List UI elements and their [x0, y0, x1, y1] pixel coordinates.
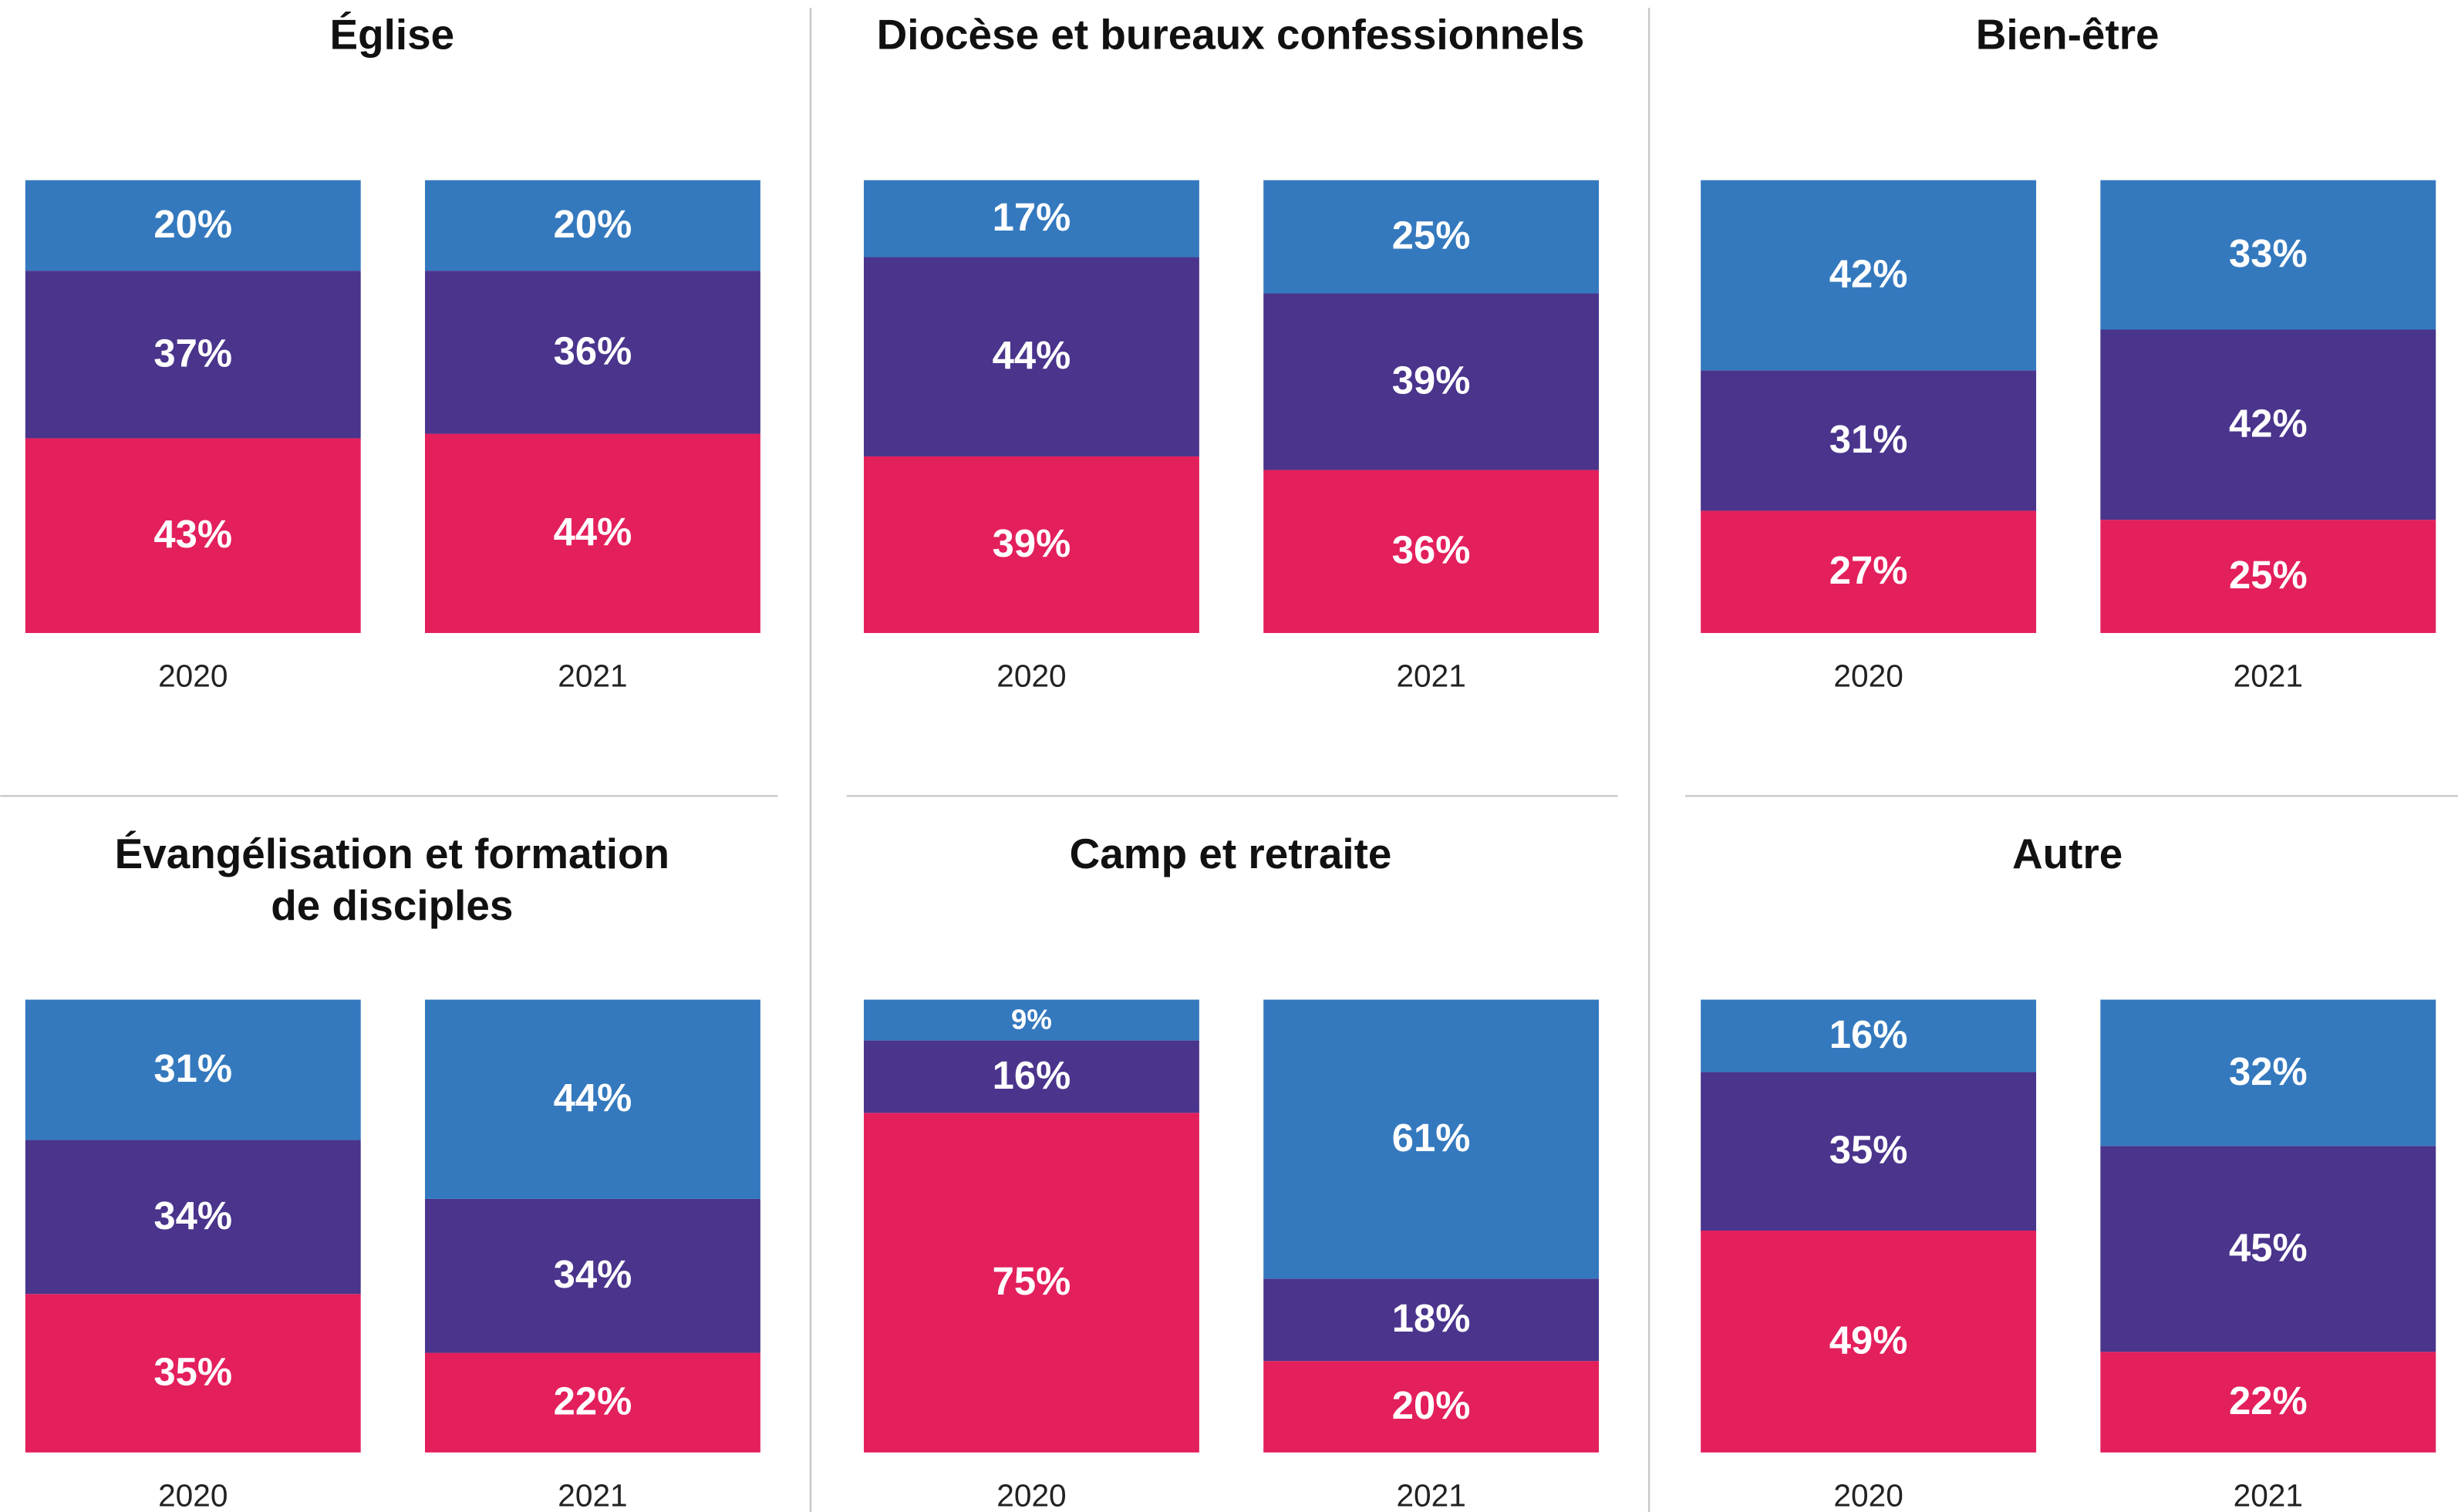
chart-title: Église [330, 10, 455, 58]
bar-segment [864, 456, 1199, 633]
chart-title: Bien-être [1976, 10, 2160, 58]
data-label: 25% [1392, 214, 1471, 258]
bar-segment [1263, 180, 1600, 294]
bar-segment [2100, 999, 2436, 1147]
x-tick-label: 2020 [158, 1477, 228, 1512]
data-label: 17% [993, 195, 1071, 239]
bar-segment [25, 438, 361, 633]
bar-segment [1701, 510, 2037, 633]
data-label: 37% [153, 331, 232, 375]
bar-segment [864, 180, 1199, 258]
data-label: 45% [2229, 1225, 2308, 1269]
x-tick-label: 2021 [1396, 1477, 1465, 1512]
x-tick-label: 2021 [558, 658, 627, 694]
x-tick-label: 2021 [2234, 658, 2303, 694]
bar-segment [864, 1040, 1199, 1113]
bar-segment [425, 999, 760, 1199]
data-label: 35% [1829, 1128, 1908, 1172]
x-tick-label: 2021 [558, 1477, 627, 1512]
x-tick-label: 2020 [996, 658, 1066, 694]
bar-segment [2100, 329, 2436, 520]
x-tick-label: 2021 [1396, 658, 1465, 694]
chart-title: Évangélisation et formation [115, 830, 669, 877]
data-label: 31% [1829, 417, 1908, 461]
bar-segment [2100, 1146, 2436, 1352]
data-label: 35% [153, 1349, 232, 1393]
bar-segment [25, 999, 361, 1140]
bar-segment [1263, 470, 1600, 633]
data-label: 61% [1392, 1116, 1471, 1160]
data-label: 27% [1829, 548, 1908, 592]
data-label: 9% [1011, 1004, 1052, 1036]
data-label: 75% [993, 1259, 1071, 1303]
x-tick-label: 2020 [158, 658, 228, 694]
bar-segment [1263, 1278, 1600, 1362]
data-label: 25% [2229, 553, 2308, 597]
data-label: 43% [153, 512, 232, 556]
data-label: 20% [1392, 1383, 1471, 1427]
data-label: 32% [2229, 1049, 2308, 1093]
bar-segment [425, 271, 760, 434]
bar-segment [425, 1198, 760, 1353]
data-label: 36% [1392, 528, 1471, 572]
data-label: 22% [2229, 1379, 2308, 1423]
bar-segment [1263, 999, 1600, 1279]
bar-segment [1701, 1231, 2037, 1453]
bar-segment [425, 1352, 760, 1453]
data-label: 49% [1829, 1318, 1908, 1362]
data-label: 44% [993, 333, 1071, 377]
bar-segment [864, 257, 1199, 456]
data-label: 39% [1392, 358, 1471, 402]
data-label: 42% [1829, 251, 1908, 295]
x-tick-label: 2020 [1833, 658, 1903, 694]
data-label: 42% [2229, 401, 2308, 445]
data-label: 31% [153, 1046, 232, 1090]
bar-segment [425, 180, 760, 271]
data-label: 34% [554, 1252, 632, 1296]
x-tick-label: 2021 [2234, 1477, 2303, 1512]
bar-segment [25, 180, 361, 271]
data-label: 39% [993, 521, 1071, 565]
bar-segment [25, 1294, 361, 1453]
data-label: 18% [1392, 1296, 1471, 1340]
bar-segment [25, 271, 361, 439]
data-label: 22% [554, 1379, 632, 1423]
data-label: 34% [153, 1194, 232, 1238]
bar-segment [864, 999, 1199, 1041]
data-label: 33% [2229, 231, 2308, 275]
bar-segment [425, 433, 760, 633]
bar-segment [25, 1140, 361, 1295]
chart-title: de disciples [271, 881, 513, 929]
bar-segment [864, 1113, 1199, 1453]
x-tick-label: 2020 [1833, 1477, 1903, 1512]
bar-segment [1263, 293, 1600, 470]
data-label: 44% [554, 510, 632, 554]
bar-segment [1701, 999, 2037, 1073]
data-label: 16% [1829, 1012, 1908, 1056]
bar-segment [1263, 1361, 1600, 1453]
data-label: 16% [993, 1053, 1071, 1097]
bar-segment [2100, 180, 2436, 330]
chart-title: Camp et retraite [1070, 830, 1392, 877]
bar-segment [1701, 180, 2037, 371]
chart-title: Diocèse et bureaux confessionnels [877, 10, 1585, 58]
data-label: 44% [554, 1076, 632, 1120]
data-label: 20% [554, 202, 632, 246]
x-tick-label: 2020 [996, 1477, 1066, 1512]
chart-title: Autre [2012, 830, 2123, 877]
data-label: 20% [153, 202, 232, 246]
bar-segment [2100, 520, 2436, 633]
data-label: 36% [554, 328, 632, 372]
bar-segment [1701, 370, 2037, 511]
bar-segment [1701, 1072, 2037, 1231]
bar-segment [2100, 1352, 2436, 1453]
